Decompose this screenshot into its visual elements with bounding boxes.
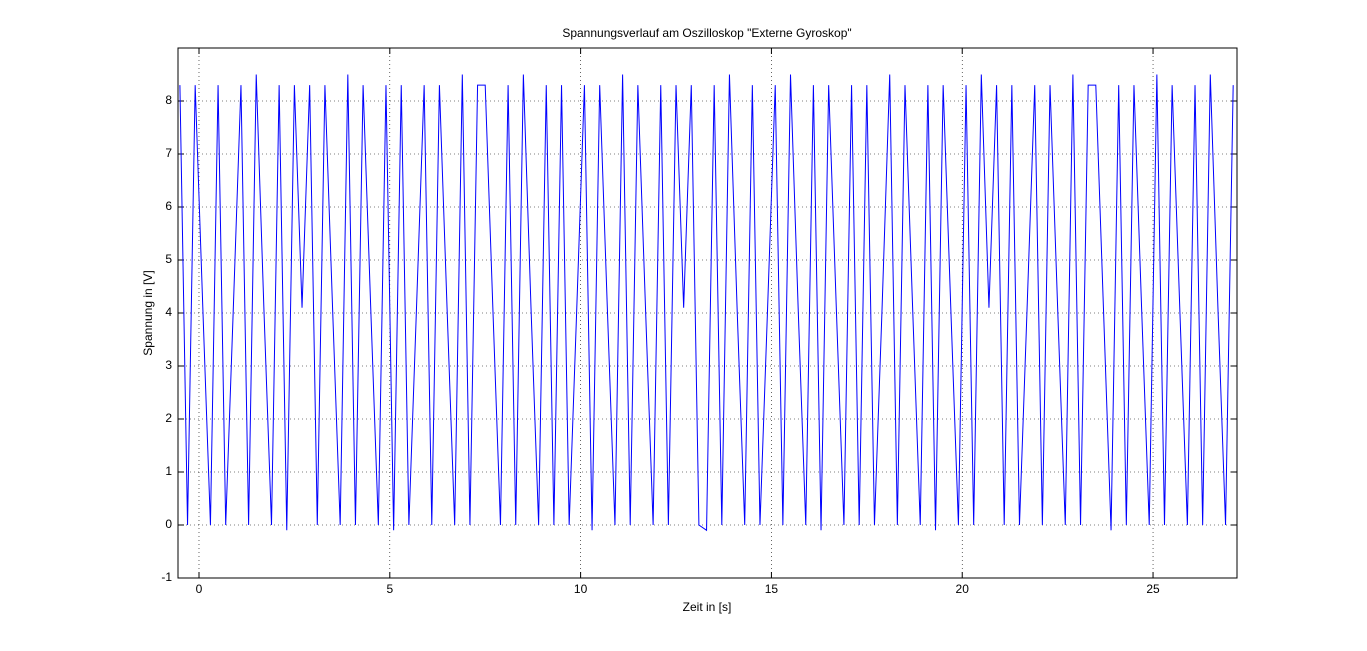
x-tick-label: 5 — [386, 582, 393, 596]
y-tick-label: 5 — [165, 252, 172, 266]
y-axis-label: Spannung in [V] — [141, 270, 155, 355]
x-tick-label: 20 — [956, 582, 970, 596]
chart-title: Spannungsverlauf am Oszilloskop "Externe… — [562, 26, 851, 40]
y-tick-label: 6 — [165, 199, 172, 213]
y-tick-label: 8 — [165, 93, 172, 107]
signal-line — [179, 74, 1234, 532]
y-tick-label: 3 — [165, 358, 172, 372]
y-tick-label: 2 — [165, 411, 172, 425]
y-tick-label: -1 — [161, 570, 172, 584]
x-tick-label: 15 — [765, 582, 779, 596]
plot-frame — [177, 47, 1238, 579]
x-tick-label: 0 — [196, 582, 203, 596]
y-tick-label: 7 — [165, 146, 172, 160]
y-tick-label: 4 — [165, 305, 172, 319]
x-axis-label: Zeit in [s] — [683, 600, 732, 614]
x-tick-label: 25 — [1146, 582, 1160, 596]
x-tick-label: 10 — [574, 582, 588, 596]
y-tick-label: 0 — [165, 517, 172, 531]
y-tick-label: 1 — [165, 464, 172, 478]
